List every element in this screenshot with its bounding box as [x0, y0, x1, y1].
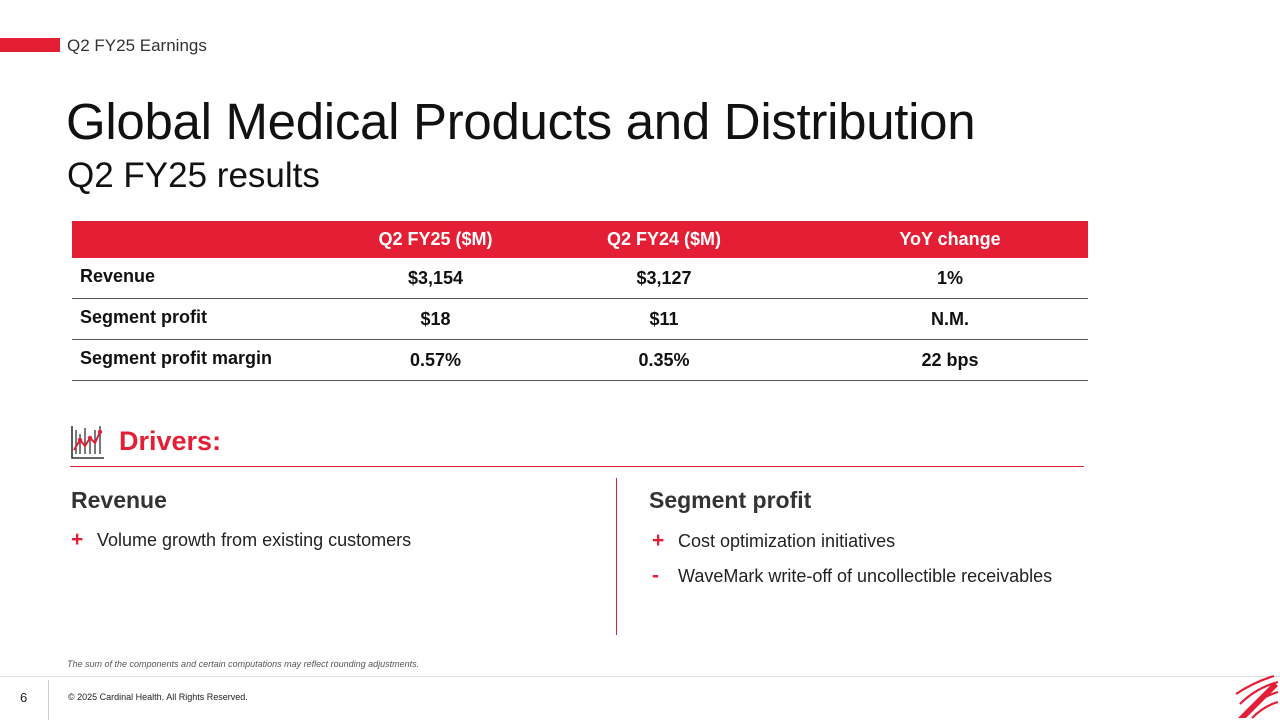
- row-label-segment-profit: Segment profit: [72, 298, 355, 340]
- page-subtitle: Q2 FY25 results: [67, 156, 320, 195]
- copyright: © 2025 Cardinal Health. All Rights Reser…: [68, 692, 248, 702]
- results-table: Q2 FY25 ($M) Q2 FY24 ($M) YoY change Rev…: [72, 221, 1088, 381]
- cell-revenue-q2fy25: $3,154: [355, 258, 516, 299]
- cell-segment-profit-yoy: N.M.: [812, 298, 1088, 340]
- list-item: + Cost optimization initiatives: [652, 529, 895, 553]
- row-label-revenue: Revenue: [72, 258, 355, 299]
- footer-separator: [48, 680, 49, 720]
- table-row: Segment profit $18 $11 N.M.: [72, 298, 1088, 340]
- table-row: Segment profit margin 0.57% 0.35% 22 bps: [72, 339, 1088, 381]
- table-header-yoy: YoY change: [812, 221, 1088, 258]
- minus-icon: -: [652, 564, 659, 587]
- table-header-q2fy25: Q2 FY25 ($M): [355, 221, 516, 258]
- plus-icon: +: [652, 529, 665, 552]
- column-divider: [616, 478, 617, 635]
- revenue-driver-text: Volume growth from existing customers: [97, 529, 412, 550]
- revenue-heading: Revenue: [71, 487, 167, 513]
- cell-margin-q2fy24: 0.35%: [516, 339, 812, 381]
- header-accent-bar: [0, 38, 60, 52]
- cell-segment-profit-q2fy24: $11: [516, 298, 812, 340]
- deck-label: Q2 FY25 Earnings: [67, 36, 207, 55]
- cell-revenue-q2fy24: $3,127: [516, 258, 812, 299]
- cell-margin-yoy: 22 bps: [812, 339, 1088, 381]
- table-header-row: Q2 FY25 ($M) Q2 FY24 ($M) YoY change: [72, 221, 1088, 258]
- list-item: - WaveMark write-off of uncollectible re…: [652, 564, 1052, 588]
- list-item: + Volume growth from existing customers: [71, 528, 411, 552]
- table-header-q2fy24: Q2 FY24 ($M): [516, 221, 812, 258]
- cell-revenue-yoy: 1%: [812, 258, 1088, 299]
- plus-icon: +: [71, 528, 84, 551]
- segment-driver-text: WaveMark write-off of uncollectible rece…: [678, 565, 1053, 586]
- cell-segment-profit-q2fy25: $18: [355, 298, 516, 340]
- segment-driver-text: Cost optimization initiatives: [678, 530, 896, 551]
- cell-margin-q2fy25: 0.57%: [355, 339, 516, 381]
- cardinal-health-logo-icon: [1234, 674, 1280, 720]
- segment-profit-heading: Segment profit: [649, 487, 812, 513]
- drivers-divider: [70, 466, 1084, 467]
- footnote: The sum of the components and certain co…: [67, 659, 420, 669]
- row-label-segment-profit-margin: Segment profit margin: [72, 339, 355, 381]
- page-title: Global Medical Products and Distribution: [66, 93, 976, 150]
- table-header-empty: [72, 221, 355, 258]
- footer-divider: [0, 676, 1280, 677]
- chart-icon: [70, 424, 106, 460]
- page-number: 6: [20, 690, 28, 705]
- drivers-title: Drivers:: [119, 426, 222, 456]
- table-row: Revenue $3,154 $3,127 1%: [72, 258, 1088, 299]
